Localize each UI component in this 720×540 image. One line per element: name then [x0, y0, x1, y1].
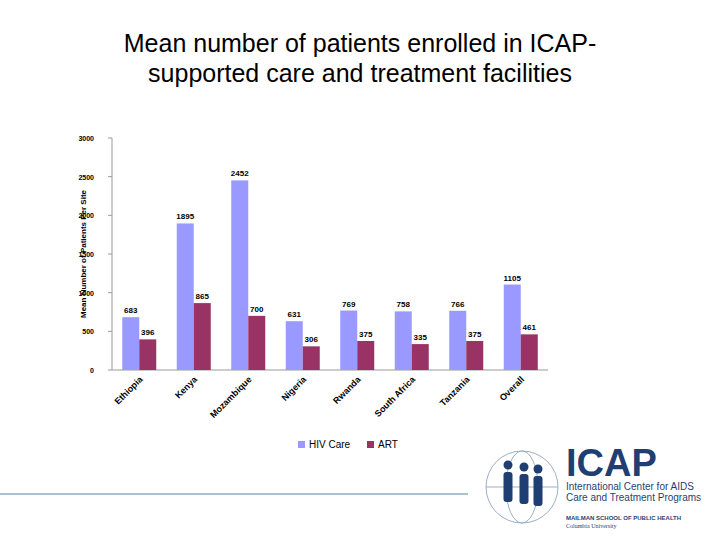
y-tick-label: 2500 — [78, 174, 94, 181]
bar — [231, 180, 248, 370]
bar — [303, 346, 320, 370]
x-tick-label: Mozambique — [208, 374, 254, 420]
y-tick — [108, 370, 112, 371]
data-label: 396 — [141, 328, 155, 337]
data-label: 631 — [288, 310, 302, 319]
bar — [395, 311, 412, 370]
chart-title: Mean number of patients enrolled in ICAP… — [85, 28, 635, 88]
logo-line: International Center for AIDS — [566, 481, 694, 492]
x-tick-label: Tanzania — [438, 374, 473, 409]
bar — [139, 339, 156, 370]
logo-university: Columbia University — [566, 523, 617, 529]
logo-figure-head — [520, 463, 529, 472]
logo-figure-body — [520, 474, 529, 504]
legend-swatch — [298, 441, 305, 448]
data-label: 335 — [414, 333, 428, 342]
page: Mean number of patients enrolled in ICAP… — [0, 0, 720, 540]
x-tick-label: Nigeria — [280, 374, 309, 403]
bar — [194, 303, 211, 370]
data-label: 769 — [342, 300, 356, 309]
bar — [122, 317, 139, 370]
data-label: 1105 — [504, 274, 522, 283]
legend-swatch — [367, 441, 374, 448]
y-tick-label: 0 — [90, 367, 94, 374]
bar — [248, 316, 265, 370]
bar — [521, 334, 538, 370]
logo-name: ICAP — [566, 442, 657, 484]
x-tick-label: Ethiopia — [112, 374, 145, 407]
legend-label: HIV Care — [309, 439, 351, 450]
bar — [357, 341, 374, 370]
y-axis-label: Mean Number of Patients Per Site — [79, 189, 88, 318]
bar — [177, 223, 194, 370]
y-tick-label: 500 — [82, 328, 94, 335]
data-label: 766 — [451, 300, 465, 309]
data-labels: 683 396 1895 865 2452 700 631 306 769 375 758 335 76… — [124, 169, 536, 344]
y-tick — [108, 138, 112, 139]
x-tick-label: Overall — [498, 374, 527, 403]
y-tick — [108, 254, 112, 255]
data-label: 700 — [250, 305, 264, 314]
y-tick-label: 3000 — [78, 135, 94, 142]
bar — [466, 341, 483, 370]
data-label: 461 — [523, 323, 537, 332]
logo: ICAPInternational Center for AIDSCare an… — [486, 442, 701, 529]
bars — [122, 180, 538, 370]
legend: HIV Care ART — [298, 439, 398, 450]
logo-figure-body — [534, 476, 543, 506]
data-label: 683 — [124, 306, 138, 315]
footer-rule — [0, 494, 468, 495]
data-label: 758 — [397, 300, 411, 309]
logo-school: MAILMAN SCHOOL OF PUBLIC HEALTH — [566, 515, 681, 521]
data-label: 306 — [305, 335, 319, 344]
x-tick-label: Rwanda — [331, 374, 363, 406]
data-label: 375 — [359, 330, 373, 339]
bar — [412, 344, 429, 370]
logo-figure-head — [534, 465, 543, 474]
bar — [449, 311, 466, 370]
chart-canvas: 050010001500200025003000Mean Number of P… — [0, 0, 720, 540]
logo-line: Care and Treatment Programs — [566, 492, 701, 503]
data-label: 375 — [468, 330, 482, 339]
x-tick-label: Kenya — [173, 374, 200, 401]
bar — [504, 285, 521, 370]
data-label: 2452 — [231, 169, 249, 178]
bar — [286, 321, 303, 370]
bar — [340, 311, 357, 370]
logo-globe — [486, 451, 558, 523]
y-tick — [108, 176, 112, 177]
x-tick-label: South Africa — [372, 374, 417, 419]
data-label: 865 — [196, 292, 210, 301]
logo-figure-head — [504, 461, 513, 470]
data-label: 1895 — [176, 212, 194, 221]
y-tick — [108, 215, 112, 216]
y-tick — [108, 292, 112, 293]
y-tick — [108, 331, 112, 332]
legend-label: ART — [378, 439, 398, 450]
logo-figure-body — [504, 472, 513, 502]
